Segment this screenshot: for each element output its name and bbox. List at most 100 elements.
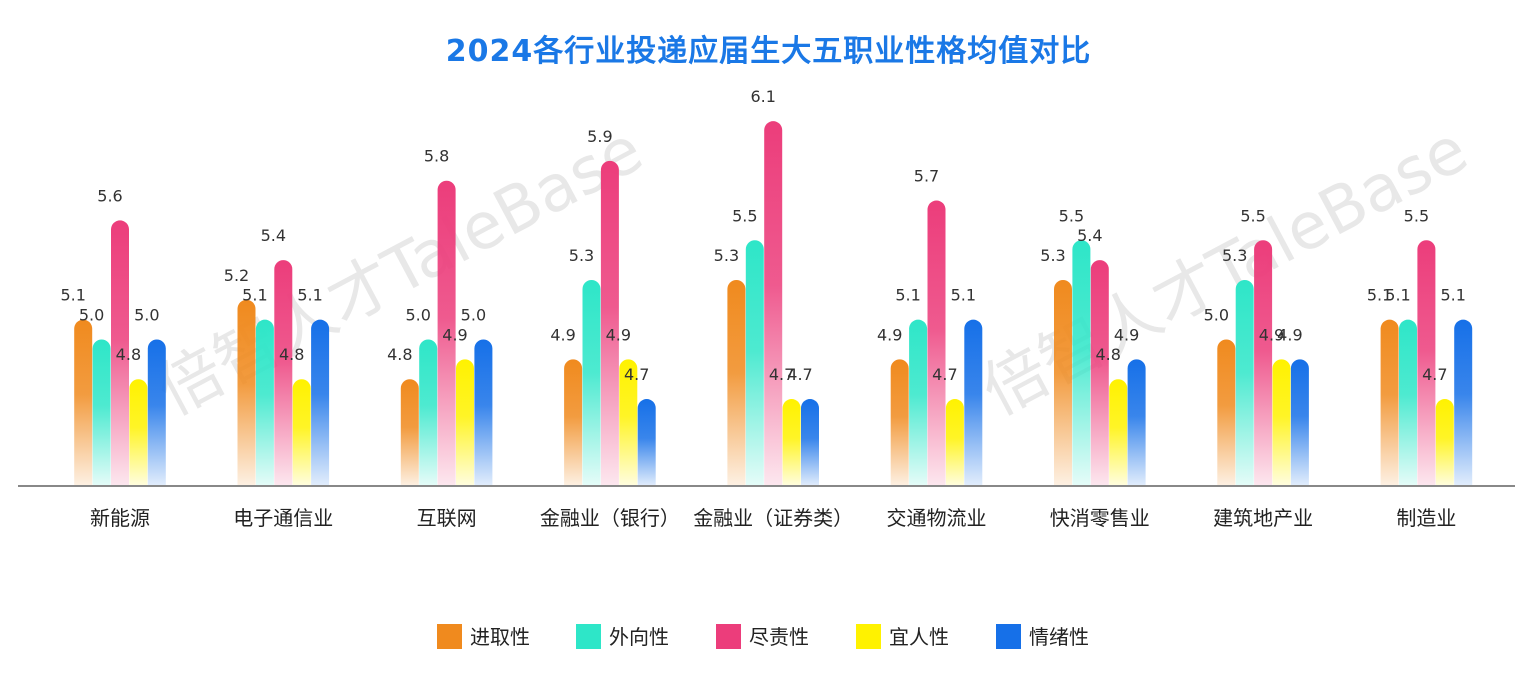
- data-label: 4.7: [787, 365, 812, 384]
- category-label: 金融业（银行）: [540, 506, 680, 530]
- data-label: 5.5: [1240, 206, 1265, 225]
- bar: [237, 299, 256, 486]
- bar: [945, 399, 964, 486]
- bar: [474, 339, 493, 486]
- bar: [927, 200, 946, 486]
- labels-layer: 5.15.05.64.85.05.25.15.44.85.14.85.05.84…: [60, 87, 1465, 384]
- category-label: 快消零售业: [1050, 506, 1150, 530]
- data-label: 4.8: [1095, 345, 1120, 364]
- data-label: 4.7: [1422, 365, 1447, 384]
- data-label: 5.4: [261, 226, 286, 245]
- category-label: 建筑地产业: [1213, 506, 1313, 530]
- category-label: 制造业: [1396, 506, 1456, 530]
- bar: [1454, 319, 1473, 486]
- data-label: 5.1: [242, 286, 267, 305]
- bar: [1272, 359, 1291, 486]
- bar: [1072, 240, 1091, 486]
- data-label: 5.1: [951, 286, 976, 305]
- bar: [727, 279, 746, 486]
- bar: [311, 319, 330, 486]
- bar: [1217, 339, 1236, 486]
- legend-swatch: [856, 624, 881, 649]
- data-label: 5.5: [1404, 206, 1429, 225]
- data-label: 5.1: [895, 286, 920, 305]
- data-label: 5.7: [914, 167, 939, 186]
- category-labels: 新能源 电子通信业 互联网 金融业（银行） 金融业（证券类） 交通物流业 快消零售业 建筑地产…: [90, 506, 1456, 530]
- bar: [129, 379, 148, 486]
- legend-swatch: [437, 624, 462, 649]
- data-label: 5.0: [1204, 306, 1229, 325]
- data-label: 5.1: [297, 286, 322, 305]
- data-label: 5.3: [1040, 246, 1065, 265]
- data-label: 4.9: [877, 325, 902, 344]
- legend-label: 宜人性: [889, 625, 949, 649]
- data-label: 4.8: [387, 345, 412, 364]
- data-label: 4.9: [1114, 325, 1139, 344]
- bar: [600, 160, 619, 486]
- data-label: 5.0: [134, 306, 159, 325]
- bar: [456, 359, 474, 486]
- data-label: 5.5: [1059, 206, 1084, 225]
- data-label: 4.9: [1277, 325, 1302, 344]
- bar: [1417, 240, 1436, 486]
- bar: [637, 399, 656, 486]
- data-label: 4.9: [442, 325, 467, 344]
- data-label: 6.1: [750, 87, 775, 106]
- bar: [890, 359, 909, 486]
- data-label: 5.3: [714, 246, 739, 265]
- data-label: 5.2: [224, 266, 249, 285]
- bar: [745, 240, 764, 486]
- bar: [1380, 319, 1399, 486]
- data-label: 5.9: [587, 127, 612, 146]
- data-label: 5.1: [1440, 286, 1465, 305]
- bar: [1235, 279, 1254, 486]
- bar: [619, 359, 638, 486]
- data-label: 4.9: [606, 325, 631, 344]
- bar: [147, 339, 166, 486]
- bars-layer: [74, 121, 1473, 486]
- bar: [964, 319, 983, 486]
- bar: [274, 260, 293, 486]
- bar: [782, 399, 801, 486]
- legend: 进取性 外向性 尽责性 宜人性 情绪性: [437, 624, 1089, 649]
- bar: [764, 121, 783, 486]
- category-label: 互联网: [417, 506, 477, 530]
- chart-title: 2024各行业投递应届生大五职业性格均值对比: [445, 34, 1092, 69]
- data-label: 4.7: [932, 365, 957, 384]
- data-label: 5.3: [569, 246, 594, 265]
- bar: [564, 359, 583, 486]
- data-label: 5.1: [1385, 286, 1410, 305]
- bar: [1090, 260, 1109, 486]
- data-label: 4.7: [624, 365, 649, 384]
- category-label: 金融业（证券类）: [693, 506, 853, 530]
- data-label: 4.9: [550, 325, 575, 344]
- data-label: 5.0: [79, 306, 104, 325]
- data-label: 5.4: [1077, 226, 1102, 245]
- data-label: 5.0: [405, 306, 430, 325]
- data-label: 5.3: [1222, 246, 1247, 265]
- legend-swatch: [576, 624, 601, 649]
- data-label: 4.8: [116, 345, 141, 364]
- data-label: 5.5: [732, 206, 757, 225]
- bar: [1127, 359, 1146, 486]
- category-label: 电子通信业: [233, 506, 333, 530]
- legend-swatch: [716, 624, 741, 649]
- bar: [582, 279, 601, 486]
- bar: [437, 180, 456, 486]
- legend-swatch: [996, 624, 1021, 649]
- data-label: 5.1: [60, 286, 85, 305]
- data-label: 4.9: [1259, 325, 1284, 344]
- bar: [419, 339, 438, 486]
- bar: [1054, 279, 1072, 486]
- bar: [1109, 379, 1128, 486]
- data-label: 4.7: [769, 365, 794, 384]
- category-label: 新能源: [90, 506, 150, 530]
- bar: [1290, 359, 1309, 486]
- bar: [111, 220, 129, 486]
- data-label: 5.6: [97, 186, 122, 205]
- bar: [292, 379, 311, 486]
- legend-label: 外向性: [609, 625, 669, 649]
- bar: [92, 339, 111, 486]
- bar: [255, 319, 274, 486]
